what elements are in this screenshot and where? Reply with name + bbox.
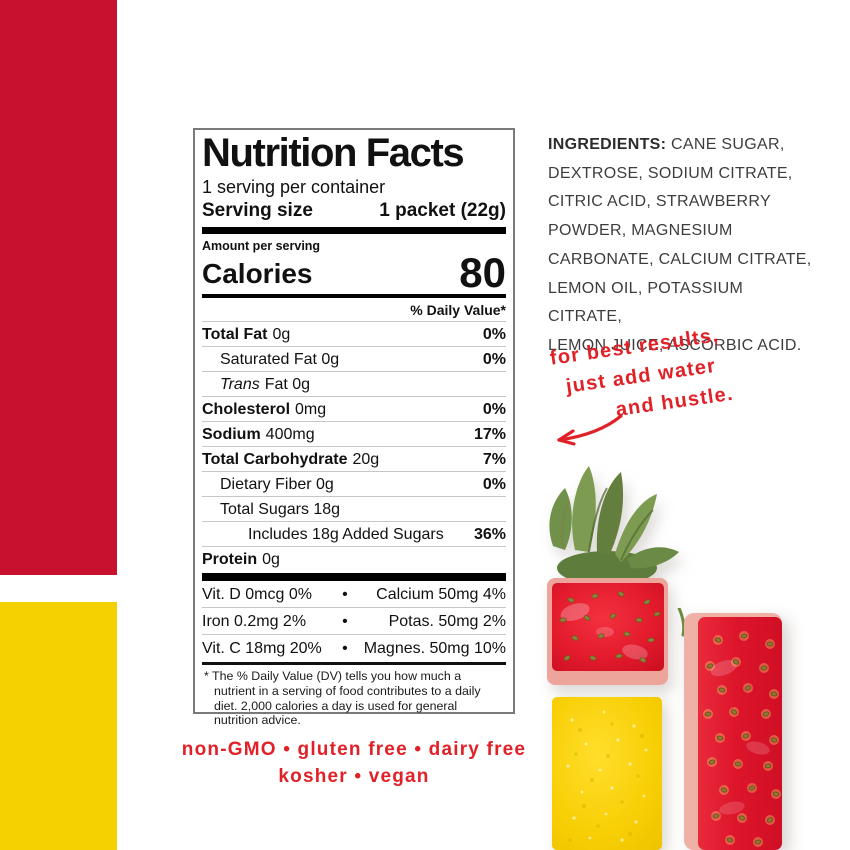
- micronutrient-left: Vit. D 0mcg 0%: [202, 585, 312, 603]
- nutrient-dv: 7%: [482, 450, 506, 468]
- bullet-separator: •: [342, 639, 348, 657]
- nutrient-row-total-fat: Total Fat 0g 0%: [202, 321, 506, 346]
- nutrient-row-protein: Protein 0g: [202, 546, 506, 571]
- nutrient-name: Total Sugars 18g: [220, 500, 341, 518]
- nutrient-row-total-sugars: Total Sugars 18g: [202, 496, 506, 521]
- nutrient-amount: 20g: [352, 450, 380, 468]
- nutrient-name: Fat 0g: [264, 375, 311, 393]
- serving-size-row: Serving size 1 packet (22g): [202, 199, 506, 223]
- ingredients-line: CITRIC ACID, STRAWBERRY: [548, 193, 771, 211]
- nutrient-name: Sodium: [202, 425, 261, 443]
- nutrient-amount: 400mg: [265, 425, 315, 443]
- nutrient-dv: 0%: [482, 400, 506, 418]
- daily-value-footnote: * The % Daily Value (DV) tells you how m…: [202, 662, 506, 728]
- ingredients-paragraph: INGREDIENTS: CANE SUGAR, DEXTROSE, SODIU…: [548, 131, 816, 361]
- ingredients-label: INGREDIENTS:: [548, 136, 667, 153]
- nutrient-amount: 0g: [272, 325, 291, 343]
- nutrient-amount: 0g: [262, 550, 280, 568]
- daily-value-header: % Daily Value*: [410, 302, 506, 318]
- nutrition-facts-panel: Nutrition Facts 1 serving per container …: [193, 128, 515, 727]
- ingredients-line: POWDER, MAGNESIUM: [548, 222, 733, 240]
- nutrient-dv: 17%: [473, 425, 506, 443]
- nutrient-amount: 0mg: [295, 400, 327, 418]
- calories-value: 80: [459, 249, 506, 296]
- calories-label: Calories: [202, 258, 313, 289]
- brand-color-block-red: [0, 0, 117, 575]
- lemon-peel-image: [552, 697, 662, 850]
- servings-per-container: 1 serving per container: [202, 177, 386, 197]
- ingredients-line: CARBONATE, CALCIUM CITRATE,: [548, 250, 812, 268]
- amount-per-serving-label: Amount per serving: [202, 239, 321, 253]
- strawberry-top-image: [547, 466, 679, 685]
- micronutrient-row-vitc-magnesium: Vit. C 18mg 20% • Magnes. 50mg 10%: [202, 634, 506, 661]
- nutrient-row-total-carbohydrate: Total Carbohydrate 20g 7%: [202, 446, 506, 471]
- bullet-separator: •: [342, 612, 348, 630]
- nutrient-row-added-sugars: Includes 18g Added Sugars 36%: [202, 521, 506, 546]
- ingredients-text: CANE SUGAR,: [671, 136, 785, 153]
- nutrient-name: Total Carbohydrate: [202, 450, 348, 468]
- nutrient-name-italic: Trans: [220, 375, 260, 393]
- product-claims: non-GMO • gluten free • dairy free koshe…: [178, 736, 530, 790]
- nutrient-dv: 0%: [482, 325, 506, 343]
- micronutrient-left: Iron 0.2mg 2%: [202, 612, 307, 630]
- brand-color-block-yellow: [0, 602, 117, 850]
- nutrient-row-saturated-fat: Saturated Fat 0g 0%: [202, 346, 506, 371]
- handdrawn-arrow-icon: [557, 414, 623, 446]
- micronutrient-right: Magnes. 50mg 10%: [363, 639, 506, 657]
- micronutrient-left: Vit. C 18mg 20%: [202, 639, 322, 657]
- nutrient-dv: 36%: [473, 525, 506, 543]
- bullet-separator: •: [342, 585, 348, 603]
- nutrition-facts-title: Nutrition Facts: [202, 131, 465, 175]
- nutrient-name: Saturated Fat 0g: [220, 350, 340, 368]
- ingredients-line: LEMON OIL, POTASSIUM CITRATE,: [548, 279, 744, 326]
- micronutrient-row-vitd-calcium: Vit. D 0mcg 0% • Calcium 50mg 4%: [202, 581, 506, 607]
- calories-row: Calories 80: [202, 249, 506, 296]
- medium-divider: [202, 294, 506, 298]
- serving-size-label: Serving size: [202, 200, 313, 221]
- nutrient-name: Protein: [202, 550, 258, 568]
- micronutrient-right: Calcium 50mg 4%: [376, 585, 506, 603]
- nutrient-row-cholesterol: Cholesterol 0mg 0%: [202, 396, 506, 421]
- nutrient-name: Cholesterol: [202, 400, 291, 418]
- nutrient-name: Total Fat: [202, 325, 268, 343]
- ingredients-line: LEMON JUICE, ASCORBIC ACID.: [548, 336, 802, 354]
- nutrient-name: Includes 18g Added Sugars: [248, 525, 444, 543]
- serving-size-value: 1 packet (22g): [379, 200, 506, 221]
- nutrient-row-sodium: Sodium 400mg 17%: [202, 421, 506, 446]
- nutrient-name: Dietary Fiber 0g: [220, 475, 334, 493]
- claims-line: non-GMO • gluten free • dairy free: [181, 739, 527, 760]
- nutrient-dv: 0%: [482, 475, 506, 493]
- claims-line: kosher • vegan: [278, 766, 430, 787]
- nutrient-row-trans-fat: Trans Fat 0g: [202, 371, 506, 396]
- strawberry-slice-image: [677, 608, 782, 850]
- nutrient-row-dietary-fiber: Dietary Fiber 0g 0%: [202, 471, 506, 496]
- thick-divider: [202, 573, 506, 581]
- micronutrient-row-iron-potassium: Iron 0.2mg 2% • Potas. 50mg 2%: [202, 607, 506, 634]
- ingredients-line: DEXTROSE, SODIUM CITRATE,: [548, 164, 793, 182]
- thick-divider: [202, 227, 506, 234]
- nutrient-dv: 0%: [482, 350, 506, 368]
- micronutrient-right: Potas. 50mg 2%: [388, 612, 506, 630]
- ingredients-line: INGREDIENTS: CANE SUGAR,: [548, 131, 816, 160]
